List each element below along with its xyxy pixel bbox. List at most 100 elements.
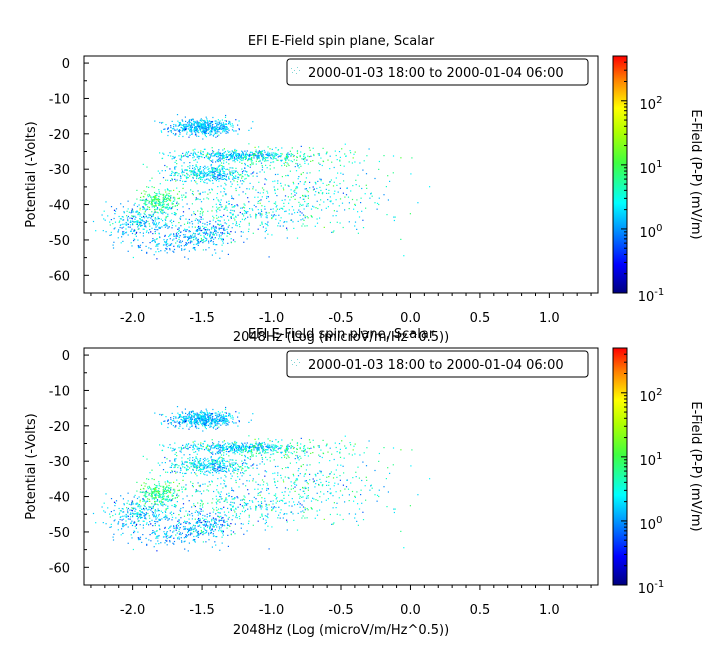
data-point xyxy=(364,193,366,195)
data-point xyxy=(219,169,221,171)
data-point xyxy=(235,177,237,179)
data-point xyxy=(251,446,253,448)
data-point xyxy=(210,420,212,422)
data-point xyxy=(263,156,265,158)
data-point xyxy=(101,214,103,216)
data-point xyxy=(233,130,235,132)
data-point xyxy=(261,196,263,198)
data-point xyxy=(300,443,302,445)
data-point xyxy=(168,487,170,489)
data-point xyxy=(235,216,237,218)
data-point xyxy=(216,416,218,418)
data-point xyxy=(173,174,175,177)
data-point xyxy=(184,446,186,448)
data-point xyxy=(257,200,259,202)
data-point xyxy=(192,177,194,179)
data-point xyxy=(133,230,135,232)
data-point xyxy=(227,159,229,161)
data-point xyxy=(256,157,258,159)
data-point xyxy=(190,127,193,129)
data-point xyxy=(185,443,187,445)
data-point xyxy=(183,463,185,465)
data-point xyxy=(247,211,249,213)
data-point xyxy=(255,216,257,218)
data-point xyxy=(200,469,202,471)
data-point xyxy=(213,177,215,179)
data-point xyxy=(238,194,240,196)
data-point xyxy=(207,173,209,175)
data-point xyxy=(169,130,171,132)
data-point xyxy=(249,456,251,458)
data-point xyxy=(158,200,160,202)
data-point xyxy=(199,232,201,234)
data-point xyxy=(183,123,185,126)
data-point xyxy=(235,167,237,169)
data-point xyxy=(219,452,221,454)
data-point xyxy=(150,198,153,200)
data-point xyxy=(181,491,183,493)
data-point xyxy=(287,155,289,158)
data-point xyxy=(279,225,281,227)
data-point xyxy=(209,448,211,450)
data-point xyxy=(174,174,176,176)
data-point xyxy=(158,483,160,485)
data-point xyxy=(181,460,183,462)
data-point xyxy=(305,177,307,179)
data-point xyxy=(200,153,202,155)
data-point xyxy=(301,158,303,160)
data-point xyxy=(193,124,195,126)
data-point xyxy=(205,408,207,410)
data-point xyxy=(190,124,192,127)
data-point xyxy=(177,417,179,419)
data-point xyxy=(224,171,226,173)
data-point xyxy=(217,219,219,221)
data-point xyxy=(232,443,234,445)
data-point xyxy=(168,484,170,487)
data-point xyxy=(266,190,268,192)
data-point xyxy=(158,193,160,195)
data-point xyxy=(202,151,204,153)
data-point xyxy=(167,423,169,425)
data-point xyxy=(141,224,143,227)
data-point xyxy=(201,208,203,210)
data-point xyxy=(145,221,147,223)
data-point xyxy=(209,236,211,238)
data-point xyxy=(156,510,158,512)
data-point xyxy=(122,508,124,510)
data-point xyxy=(187,447,189,449)
data-point xyxy=(149,200,151,202)
data-point xyxy=(182,187,184,189)
data-point xyxy=(214,465,216,467)
data-point xyxy=(208,172,210,175)
data-point xyxy=(197,131,199,133)
data-point xyxy=(258,181,260,183)
data-point xyxy=(212,241,214,243)
data-point xyxy=(174,465,176,467)
y-tick-label: 0 xyxy=(62,57,70,72)
data-point xyxy=(361,210,363,212)
data-point xyxy=(270,208,272,210)
data-point xyxy=(210,413,212,415)
data-point xyxy=(194,466,196,468)
data-point xyxy=(224,120,226,122)
data-point xyxy=(174,489,176,491)
data-point xyxy=(356,228,358,230)
data-point xyxy=(221,175,223,177)
data-point xyxy=(222,175,224,177)
data-point xyxy=(307,163,309,165)
data-point xyxy=(223,229,225,231)
data-point xyxy=(258,444,260,446)
data-point xyxy=(192,469,194,471)
data-point xyxy=(263,448,265,450)
data-point xyxy=(170,197,172,199)
data-point xyxy=(304,445,306,447)
data-point xyxy=(347,196,350,198)
data-point xyxy=(274,180,276,182)
data-point xyxy=(224,443,226,445)
data-point xyxy=(195,457,197,459)
data-point xyxy=(211,419,213,421)
data-point xyxy=(303,208,305,210)
data-point xyxy=(370,192,372,194)
data-point xyxy=(206,445,208,447)
data-point xyxy=(184,461,186,463)
